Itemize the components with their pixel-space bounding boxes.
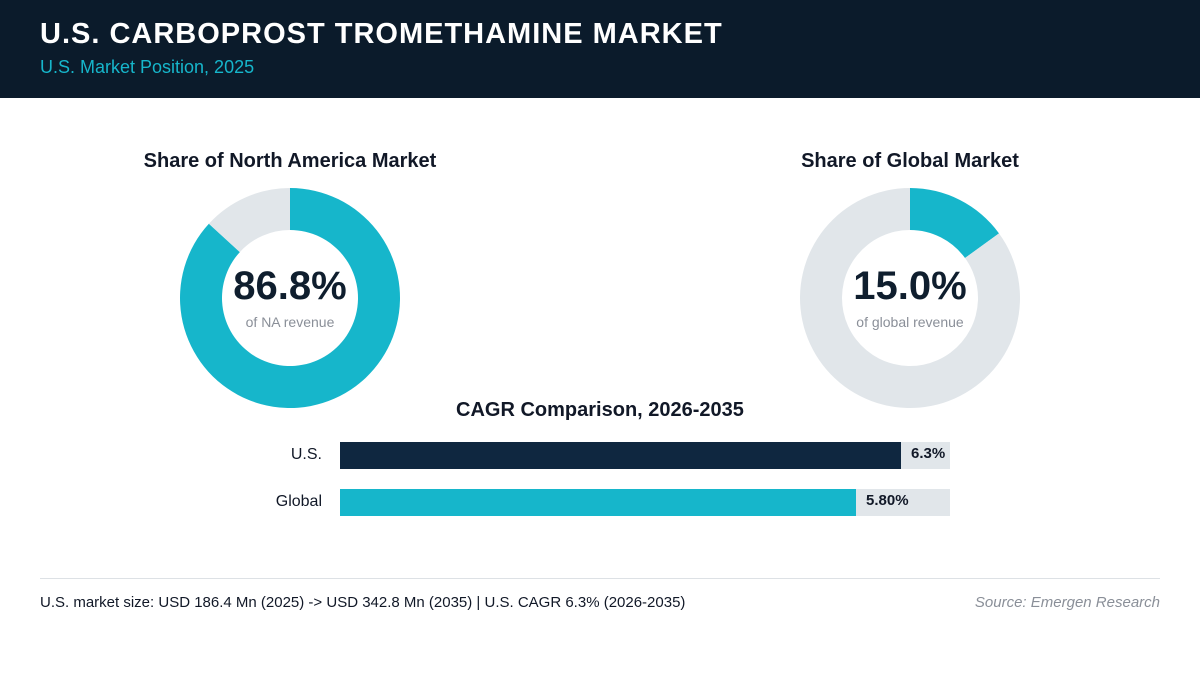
market-summary: U.S. market size: USD 186.4 Mn (2025) ->…	[40, 594, 686, 611]
bar-track-us: 6.3%	[340, 442, 950, 469]
global-share-caption: of global revenue	[856, 314, 964, 330]
na-share-value: 86.8%	[233, 264, 347, 308]
header-banner: U.S. CARBOPROST TROMETHAMINE MARKET U.S.…	[0, 0, 1200, 98]
na-share-slice-0	[180, 188, 400, 408]
global-share-chart: Share of Global Market 15.0% of global r…	[710, 150, 1110, 415]
na-share-center: 86.8% of NA revenue	[180, 188, 400, 408]
bar-row-global: Global 5.80%	[250, 489, 960, 517]
na-share-title: Share of North America Market	[143, 150, 437, 172]
footer-divider	[40, 578, 1160, 579]
bar-row-us: U.S. 6.3%	[250, 442, 960, 470]
bar-global	[340, 489, 856, 516]
global-share-center: 15.0% of global revenue	[800, 188, 1020, 408]
bar-us	[340, 442, 901, 469]
na-share-slice-1	[208, 188, 290, 253]
na-share-chart: Share of North America Market 86.8% of N…	[90, 150, 490, 415]
global-share-title: Share of Global Market	[801, 150, 1019, 172]
na-share-donut	[180, 188, 400, 408]
page-subtitle: U.S. Market Position, 2025	[40, 57, 255, 77]
bar-track-global: 5.80%	[340, 489, 950, 516]
global-share-slice-1	[800, 188, 1020, 408]
source-note: Source: Emergen Research	[974, 594, 1160, 611]
bar-label-global: Global	[275, 493, 322, 510]
bar-label-us: U.S.	[290, 446, 322, 463]
global-share-slice-0	[910, 188, 999, 259]
global-share-value: 15.0%	[853, 264, 967, 308]
global-share-donut	[800, 188, 1020, 408]
na-share-caption: of NA revenue	[245, 314, 335, 330]
bar-value-global: 5.80%	[866, 492, 909, 509]
bar-value-us: 6.3%	[911, 445, 946, 462]
cagr-chart-title: CAGR Comparison, 2026-2035	[456, 399, 744, 421]
page-title: U.S. CARBOPROST TROMETHAMINE MARKET	[40, 18, 723, 50]
